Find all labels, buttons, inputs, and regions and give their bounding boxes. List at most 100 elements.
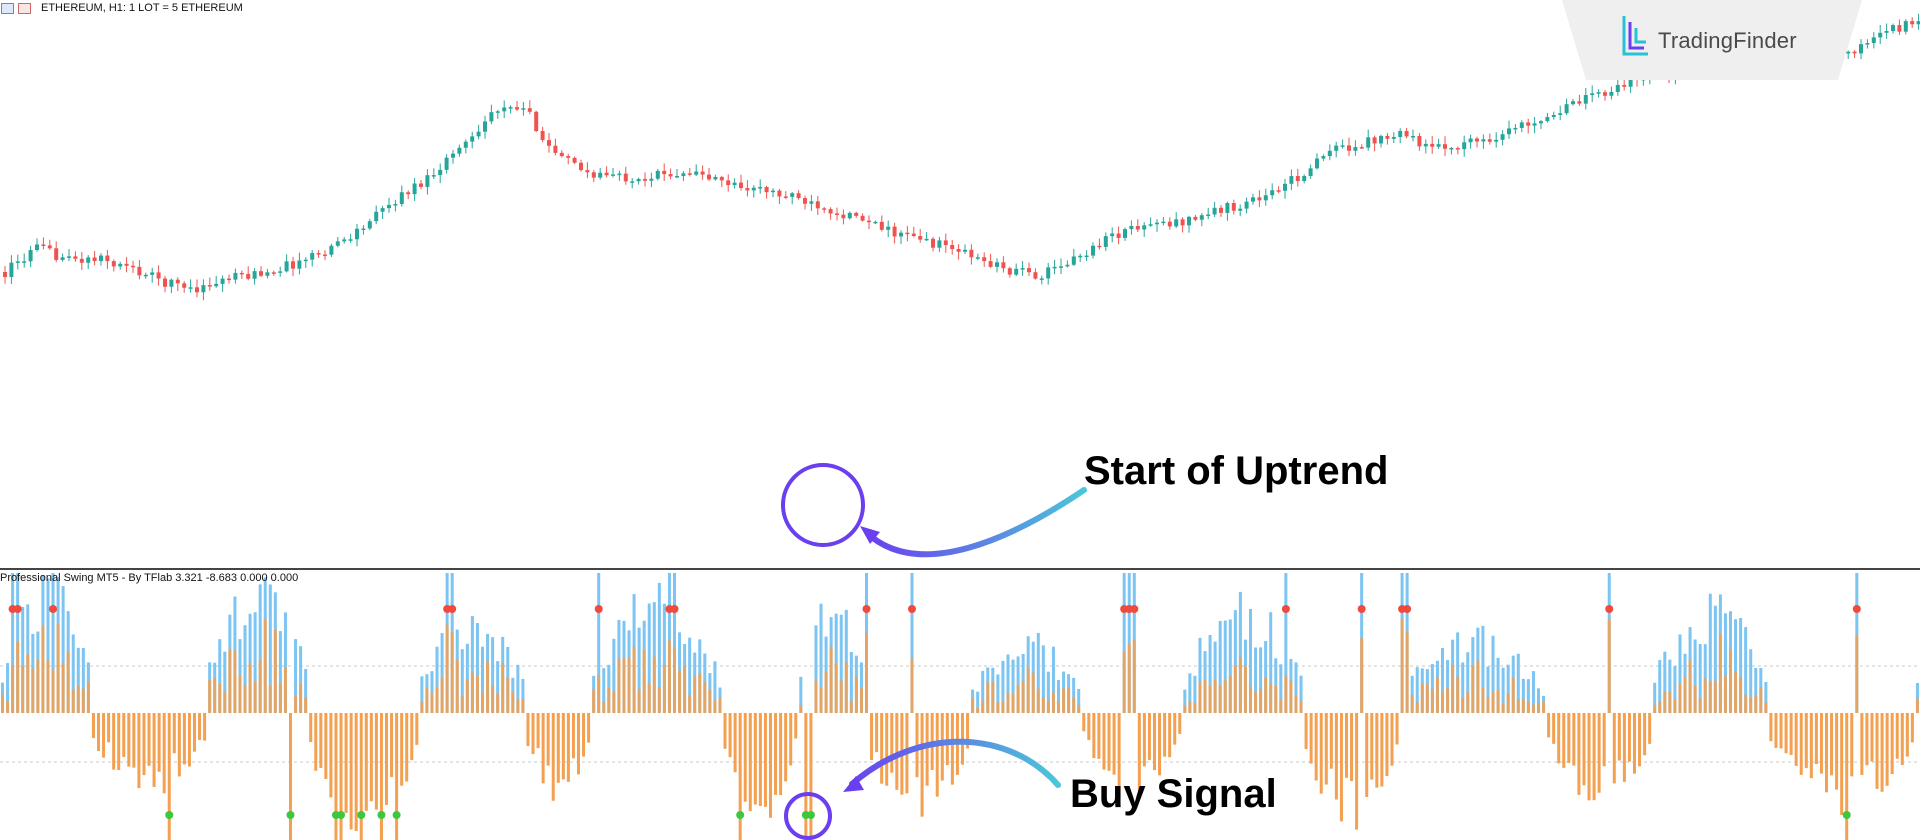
candle xyxy=(1334,141,1339,158)
candle xyxy=(67,248,71,262)
histogram-bar-negative xyxy=(1309,713,1313,764)
histogram-bar-positive xyxy=(491,637,495,713)
histogram-bar-positive xyxy=(1653,682,1657,713)
candle xyxy=(15,254,20,270)
candle xyxy=(406,190,411,200)
candle xyxy=(796,190,801,200)
candle xyxy=(201,279,206,301)
histogram-bar-positive xyxy=(430,671,434,713)
histogram-bar-negative xyxy=(769,713,772,818)
candle xyxy=(214,275,219,288)
histogram-bar-positive xyxy=(1400,573,1404,713)
buy-arrowhead xyxy=(843,776,864,792)
histogram-bar-negative xyxy=(1158,713,1162,776)
histogram-bar-negative xyxy=(395,713,399,840)
candle xyxy=(1180,217,1185,233)
candle xyxy=(1071,249,1076,267)
histogram-bar-negative xyxy=(1850,713,1854,777)
histogram-bar-negative xyxy=(1117,713,1121,798)
histogram-bar-negative xyxy=(314,713,318,771)
histogram-bar-negative xyxy=(369,713,373,802)
histogram-bar-negative xyxy=(1845,713,1849,840)
histogram-bar-positive xyxy=(642,620,646,713)
histogram-bar-positive xyxy=(304,669,308,713)
candle xyxy=(1449,147,1454,155)
histogram-bar-positive xyxy=(829,617,833,713)
histogram-bar-positive xyxy=(1729,611,1732,713)
candle xyxy=(1302,174,1307,184)
histogram-bar-negative xyxy=(880,713,884,784)
histogram-bar-negative xyxy=(182,713,186,765)
histogram-bar-positive xyxy=(996,674,1000,713)
sell-signal-dot xyxy=(49,605,58,613)
candle xyxy=(451,149,455,164)
candle xyxy=(956,244,961,260)
candle xyxy=(905,226,910,242)
symbol-info-bar: ETHEREUM, H1: 1 LOT = 5 ETHEREUM xyxy=(0,0,243,16)
histogram-bar-positive xyxy=(1693,639,1697,713)
candle xyxy=(1155,219,1159,232)
histogram-bar-positive xyxy=(1213,641,1217,713)
histogram-bar-positive xyxy=(1249,609,1252,713)
histogram-bar-negative xyxy=(142,713,146,776)
histogram-bar-negative xyxy=(1577,713,1581,795)
candle xyxy=(566,153,571,165)
histogram-bar-negative xyxy=(1314,713,1318,781)
histogram-bar-negative xyxy=(1769,713,1773,742)
chart-window-icon[interactable] xyxy=(1,2,14,14)
histogram-bar-positive xyxy=(683,644,687,713)
histogram-bar-negative xyxy=(1612,713,1616,784)
histogram-bar-negative xyxy=(1799,713,1803,775)
histogram-bar-negative xyxy=(334,713,338,840)
histogram-bar-negative xyxy=(187,713,191,767)
candle xyxy=(681,171,686,182)
buy-signal-dot xyxy=(392,811,401,819)
candle xyxy=(547,132,551,153)
swing-histogram xyxy=(1,573,1919,840)
candle xyxy=(572,156,577,165)
histogram-bar-positive xyxy=(627,630,631,713)
candle xyxy=(1327,144,1332,161)
histogram-bar-positive xyxy=(278,631,282,713)
histogram-bar-negative xyxy=(945,713,949,766)
histogram-bar-negative xyxy=(1557,713,1561,764)
trade-panel-icon[interactable] xyxy=(18,2,31,14)
histogram-bar-positive xyxy=(698,639,702,713)
candle xyxy=(988,253,993,269)
histogram-bar-negative xyxy=(1562,713,1566,768)
histogram-bar-positive xyxy=(1243,639,1247,713)
histogram-bar-positive xyxy=(1289,658,1293,713)
histogram-bar-positive xyxy=(910,573,914,713)
candle xyxy=(611,168,615,178)
candle xyxy=(1871,32,1876,49)
candle xyxy=(579,159,583,172)
histogram-bar-negative xyxy=(1082,713,1086,732)
histogram-bar-negative xyxy=(359,713,363,840)
sell-signal-dot xyxy=(13,605,22,613)
candle xyxy=(860,213,865,222)
histogram-bar-negative xyxy=(1865,713,1869,766)
candle xyxy=(1551,111,1556,120)
sell-signal-dot xyxy=(1605,605,1614,613)
histogram-bar-negative xyxy=(1880,713,1884,792)
histogram-bar-negative xyxy=(1319,713,1323,794)
histogram-bar-positive xyxy=(632,594,636,713)
candle xyxy=(707,167,711,182)
histogram-bar-positive xyxy=(986,667,990,713)
candle xyxy=(335,237,340,248)
candle xyxy=(1225,201,1230,221)
histogram-bar-positive xyxy=(1435,660,1439,713)
candle xyxy=(419,179,423,190)
histogram-bar-positive xyxy=(425,674,429,713)
histogram-bar-negative xyxy=(577,713,580,775)
histogram-bar-negative xyxy=(107,713,111,743)
candle xyxy=(1027,262,1031,276)
candle xyxy=(1257,190,1262,208)
histogram-bar-positive xyxy=(1496,657,1500,713)
histogram-bar-positive xyxy=(1360,573,1364,713)
candle xyxy=(777,188,782,204)
candle xyxy=(431,168,436,180)
candle xyxy=(444,154,449,174)
histogram-bar-positive xyxy=(1026,636,1030,713)
histogram-bar-positive xyxy=(708,673,712,713)
